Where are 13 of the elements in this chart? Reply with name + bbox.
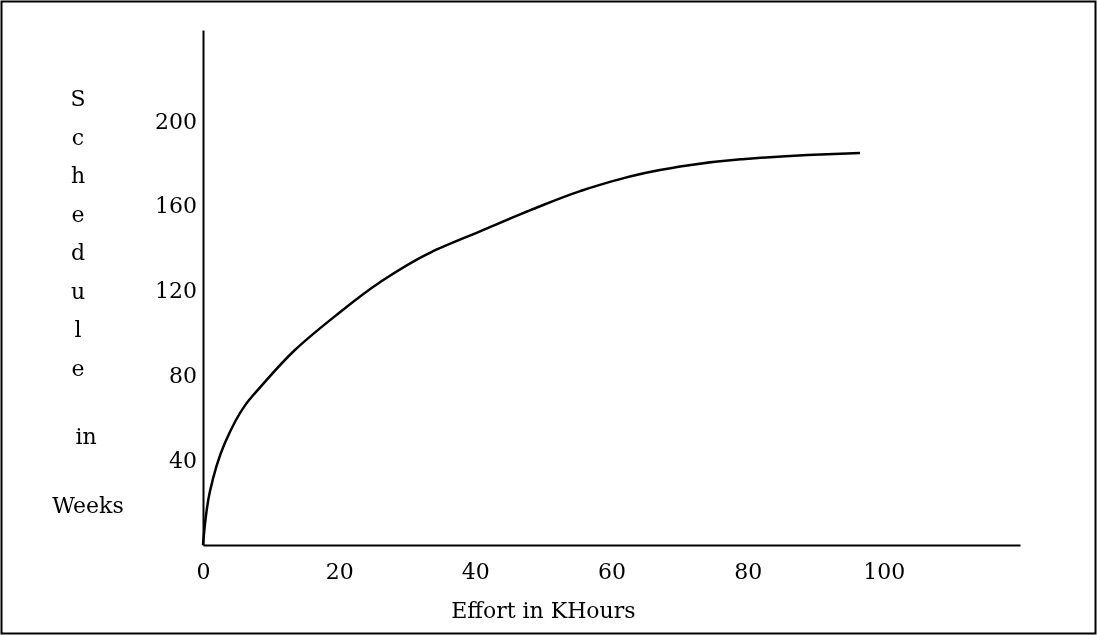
x-tick-label: 80 (734, 558, 763, 584)
y-tick-label: 120 (155, 278, 197, 304)
x-tick-label: 20 (325, 558, 354, 584)
y-tick-label: 80 (169, 362, 197, 388)
y-tick-label: 40 (169, 447, 197, 473)
x-tick-label: 100 (863, 558, 906, 584)
y-tick-label: 160 (155, 193, 197, 219)
y-tick-label: 200 (155, 108, 197, 134)
text: Schedule in Weeks (52, 86, 124, 518)
x-tick-label: 60 (598, 558, 626, 584)
x-tick-label: 0 (196, 558, 211, 584)
x-axis-title: Effort in KHours (451, 598, 636, 623)
x-tick-label: 40 (461, 558, 490, 584)
